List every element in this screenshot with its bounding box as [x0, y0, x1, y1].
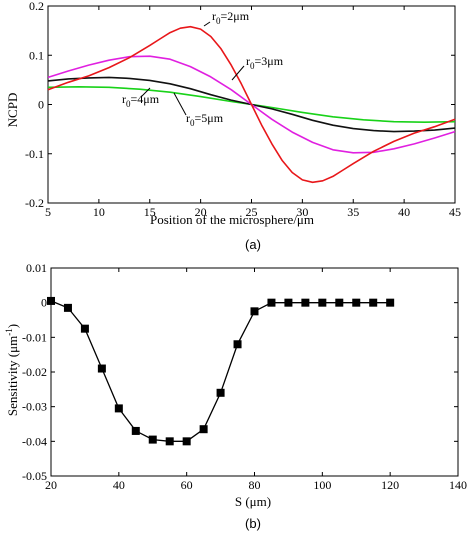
panel-a-y-tick-label: 0.2	[29, 0, 44, 13]
series-label-r: r	[122, 92, 126, 106]
sensitivity-marker	[216, 388, 225, 397]
panel-b-y-tick-label: -0.03	[22, 400, 47, 414]
panel-a-y-tick-label: 0	[38, 98, 44, 112]
panel-b-y-tick-label: 0	[41, 296, 47, 310]
panel-a-ticks: 5 10 15 20 25 30 35 40 45 0.2 0.1 0 -0.1 -0.2	[25, 0, 461, 219]
panel-a-y-tick-label: 0.1	[29, 48, 44, 62]
sensitivity-marker	[80, 324, 89, 333]
sensitivity-marker	[63, 303, 72, 312]
series-label-subscript: 0	[126, 99, 131, 109]
sensitivity-marker	[284, 298, 293, 307]
sensitivity-marker	[318, 298, 327, 307]
panel-a-chart: 5 10 15 20 25 30 35 40 450.20.10-0.1-0.2 r0=2μmr…	[5, 0, 461, 252]
panel-a-x-tick-label: 40	[398, 205, 410, 219]
sensitivity-marker	[131, 426, 140, 435]
panel-a-x-tick-label: 15	[144, 205, 156, 219]
panel-a-x-axis-label: Position of the microsphere/μm	[150, 212, 314, 227]
panel-a-x-tick-label: 30	[296, 205, 308, 219]
series-label-r0-5um: r0=5μm	[186, 111, 224, 128]
series-label-leader-r0-3um	[231, 65, 245, 81]
panel-b-y-tick-label: -0.01	[22, 330, 47, 344]
panel-a-series	[47, 25, 456, 184]
series-label-subscript: 0	[216, 16, 221, 26]
series-label-leader-r0-5um	[173, 92, 187, 116]
panel-a-x-tick-label: 45	[449, 205, 461, 219]
series-label-value: =4μm	[131, 92, 160, 106]
panel-a-x-tick-label: 35	[347, 205, 359, 219]
sensitivity-marker	[47, 296, 55, 305]
panel-b-x-axis-label: S (μm)	[235, 494, 271, 509]
sensitivity-marker	[148, 435, 157, 444]
panel-b-ticks: 20 40 60 80 100 120 140 0.01 0 -0.01 -0.02 -0.03 -0.…	[22, 261, 467, 492]
panel-b-y-tick-label: -0.05	[22, 469, 47, 483]
panel-b-y-tick-label: 0.01	[26, 261, 47, 275]
panel-b-y-axis-label-close: )	[5, 324, 20, 328]
panel-b-y-axis-label-superscript: -1	[4, 328, 14, 336]
panel-b-series	[47, 296, 395, 446]
sensitivity-marker	[233, 340, 242, 349]
panel-a-y-tick-label: -0.2	[25, 196, 44, 210]
sensitivity-marker	[250, 307, 259, 316]
sensitivity-marker	[199, 425, 208, 434]
panel-a-x-tick-label: 5	[45, 205, 51, 219]
series-line-r0-2um	[47, 25, 456, 184]
panel-a-y-tick-label: -0.1	[25, 147, 44, 161]
panel-b-x-tick-label: 120	[381, 478, 399, 492]
panel-a-x-tick-label: 10	[93, 205, 105, 219]
panel-a-caption: (a)	[245, 237, 261, 252]
panel-b-y-axis-label-text: Sensitivity (μm	[5, 336, 20, 416]
sensitivity-marker	[97, 364, 106, 373]
panel-b-x-tick-label: 80	[249, 478, 261, 492]
series-label-r: r	[246, 54, 250, 68]
panel-a-x-tick-label: 20	[195, 205, 207, 219]
panel-a-x-tick-label: 25	[246, 205, 258, 219]
panel-b-chart: 20 40 60 80 100 120 140 0.01 0 -0.01 -0.02 -0.03 -0.…	[4, 261, 467, 531]
sensitivity-marker	[335, 298, 344, 307]
sensitivity-marker	[386, 298, 395, 307]
series-label-r0-2um: r0=2μm	[212, 9, 250, 26]
panel-a-y-axis-label: NCPD	[5, 93, 20, 128]
panel-b-x-tick-label: 60	[181, 478, 193, 492]
sensitivity-marker	[267, 298, 276, 307]
panel-b-x-tick-label: 140	[449, 478, 467, 492]
sensitivity-marker	[182, 437, 191, 446]
series-label-r0-4um: r0=4μm	[122, 92, 160, 109]
sensitivity-marker	[352, 298, 361, 307]
series-label-r0-3um: r0=3μm	[246, 54, 284, 71]
panel-b-y-axis-label: Sensitivity (μm-1)	[4, 324, 20, 416]
series-label-subscript: 0	[190, 118, 195, 128]
panel-b-x-tick-label: 100	[313, 478, 331, 492]
sensitivity-marker	[114, 404, 123, 413]
series-label-value: =3μm	[255, 54, 284, 68]
panel-b-y-tick-label: -0.04	[22, 434, 47, 448]
sensitivity-marker	[301, 298, 310, 307]
panel-b-x-tick-label: 20	[45, 478, 57, 492]
panel-b-x-tick-label: 40	[113, 478, 125, 492]
series-label-subscript: 0	[250, 61, 255, 71]
sensitivity-marker	[165, 437, 174, 446]
series-label-leader-r0-4um	[140, 87, 151, 98]
panel-b-plot-frame	[50, 267, 459, 477]
sensitivity-marker	[369, 298, 378, 307]
series-label-value: =2μm	[221, 9, 250, 23]
series-label-value: =5μm	[195, 111, 224, 125]
series-label-leader-r0-2um	[203, 21, 211, 27]
panel-b-caption: (b)	[245, 516, 261, 531]
series-label-r: r	[186, 111, 190, 125]
panel-b-y-tick-label: -0.02	[22, 365, 47, 379]
series-label-r: r	[212, 9, 216, 23]
